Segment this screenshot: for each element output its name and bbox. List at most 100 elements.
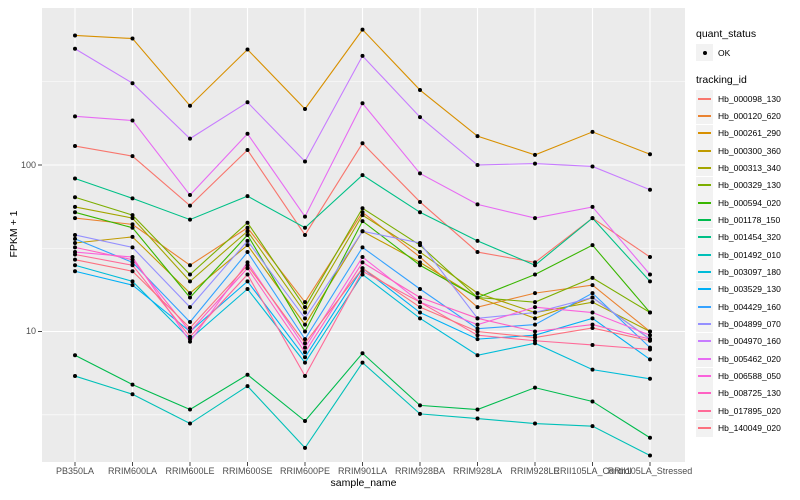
data-point [360,255,365,260]
data-point [303,329,307,334]
data-point [245,225,250,230]
legend-item-label: Hb_003529_130 [718,284,781,295]
data-point [245,243,250,248]
data-point [360,260,365,265]
legend-item-label: Hb_008725_130 [718,388,781,399]
data-point [360,272,365,277]
data-point [418,295,422,300]
data-point [418,210,422,215]
data-point [188,339,192,344]
series-line-key-icon [696,246,713,264]
data-point [130,269,135,274]
legend-item-label: Hb_000098_130 [718,93,781,104]
series-line-key-icon [696,298,713,316]
data-point [245,238,250,243]
data-point [360,269,365,274]
data-point [418,411,422,416]
series-line-key-icon [696,367,713,385]
data-point [475,407,480,412]
legend-item-Hb_000329_130: Hb_000329_130 [696,176,800,194]
data-point [245,229,250,234]
data-point [475,337,480,342]
data-point [245,100,250,105]
legend-item-Hb_001492_010: Hb_001492_010 [696,246,800,264]
data-point [533,335,537,340]
data-point [475,202,480,207]
y-axis-title: FPKM + 1 [8,210,20,258]
legend-item-label: Hb_001454_320 [718,232,781,243]
legend-item-label: Hb_001178_150 [718,214,781,225]
data-point [475,163,480,167]
series-line-key-icon [696,315,713,333]
data-point [648,272,652,277]
data-point [360,141,365,146]
data-point [360,53,365,58]
data-point [360,229,365,234]
data-point [475,295,480,300]
data-point [533,260,537,265]
data-point [303,214,307,219]
data-point [188,103,192,108]
data-point [130,196,135,201]
data-point [245,260,250,265]
legend-item-label: Hb_004970_160 [718,336,781,347]
data-point [533,216,537,221]
data-point [303,225,307,230]
legend-item-Hb_004429_160: Hb_004429_160 [696,298,800,316]
data-point [245,286,250,291]
data-point [73,232,77,237]
series-line-key-icon [696,211,713,229]
data-point [418,263,422,268]
data-point [360,27,365,32]
data-point [130,382,135,387]
data-point [130,263,135,268]
legend: quant_status OK tracking_id Hb_000098_13… [696,28,800,437]
legend-item-Hb_003529_130: Hb_003529_130 [696,280,800,298]
data-point [533,385,537,390]
data-point [590,129,595,134]
data-point [245,384,250,389]
legend-item-label: Hb_004899_070 [718,318,781,329]
legend-item-label: Hb_005462_020 [718,353,781,364]
data-point [590,300,595,305]
data-point [533,161,537,166]
data-point [130,118,135,123]
data-point [590,283,595,288]
data-point [475,329,480,334]
data-point [533,263,537,268]
data-point [188,325,192,330]
series-line-key-icon [696,419,713,437]
data-point [418,403,422,408]
data-point [303,355,307,360]
data-point [360,101,365,106]
data-point [475,353,480,358]
data-point [533,305,537,310]
data-point [360,360,365,365]
series-line-key-icon [696,228,713,246]
series-line-key-icon [696,90,713,107]
data-point [648,329,652,334]
data-point [188,421,192,426]
legend-item-label: Hb_140049_020 [718,423,781,434]
data-point [648,376,652,381]
data-point [648,435,652,440]
data-point [648,357,652,362]
data-point [648,279,652,284]
series-line-key-icon [696,350,713,368]
x-tick-label: RRII105LA_Control [553,466,632,476]
data-point [188,305,192,310]
legend-item-label: Hb_017895_020 [718,405,781,416]
data-point [303,337,307,342]
data-point [648,453,652,458]
data-point [590,399,595,404]
data-point [73,144,77,149]
data-point [648,333,652,338]
data-point [475,250,480,255]
data-point [418,316,422,321]
data-point [360,173,365,178]
legend-item-Hb_004899_070: Hb_004899_070 [696,315,800,333]
data-point [188,320,192,325]
data-point [360,219,365,224]
